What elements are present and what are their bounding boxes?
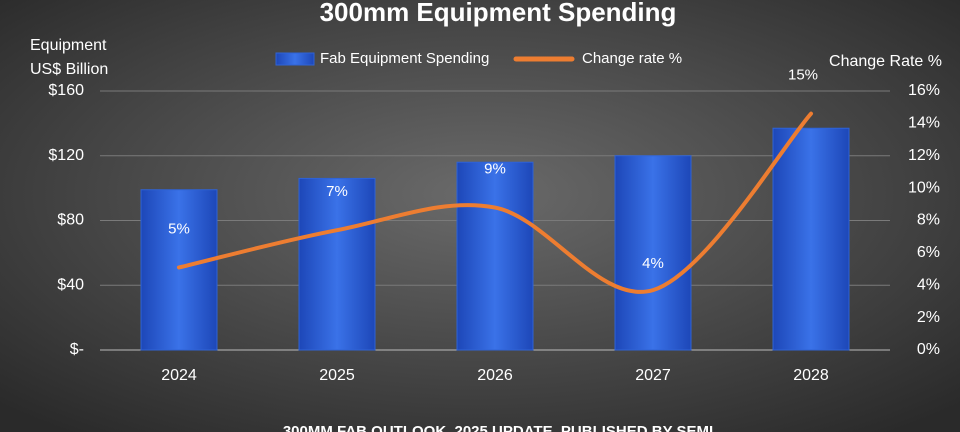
x-tick-label: 2027 <box>635 367 671 384</box>
y2-tick-label: 4% <box>917 276 940 293</box>
y2-tick-label: 8% <box>917 212 940 229</box>
y2-tick-label: 14% <box>908 115 940 132</box>
x-tick-label: 2025 <box>319 367 355 384</box>
y-tick-label: $120 <box>48 147 84 164</box>
y2-tick-label: 12% <box>908 147 940 164</box>
data-label: 9% <box>484 161 506 178</box>
y2-tick-label: 6% <box>917 244 940 261</box>
y-tick-label: $160 <box>48 82 84 99</box>
x-tick-label: 2026 <box>477 367 513 384</box>
bar <box>456 161 534 351</box>
bar <box>140 189 218 351</box>
bar <box>772 127 850 351</box>
y-tick-label: $- <box>70 341 84 358</box>
y2-tick-label: 0% <box>917 341 940 358</box>
chart-title: 300mm Equipment Spending <box>320 0 677 27</box>
x-tick-label: 2024 <box>161 367 197 384</box>
legend-label: Fab Equipment Spending <box>320 50 489 67</box>
data-label: 5% <box>168 220 190 237</box>
y2-tick-label: 10% <box>908 179 940 196</box>
bar <box>298 177 376 351</box>
bar <box>614 155 692 351</box>
y2-axis-title: Change Rate % <box>829 53 942 70</box>
y2-tick-label: 2% <box>917 309 940 326</box>
footer: 300MM FAB OUTLOOK, 2025 UPDATE, PUBLISHE… <box>283 423 713 432</box>
data-label: 7% <box>326 183 348 200</box>
y-tick-label: $80 <box>57 212 84 229</box>
y2-tick-label: 16% <box>908 82 940 99</box>
line <box>177 111 813 294</box>
data-label: 4% <box>642 255 664 272</box>
legend-label: Change rate % <box>582 50 682 67</box>
y-axis-title: Equipment US$ Billion <box>30 37 108 78</box>
legend-swatch <box>275 52 315 66</box>
data-label: 15% <box>788 67 818 84</box>
x-tick-label: 2028 <box>793 367 829 384</box>
y-tick-label: $40 <box>57 276 84 293</box>
